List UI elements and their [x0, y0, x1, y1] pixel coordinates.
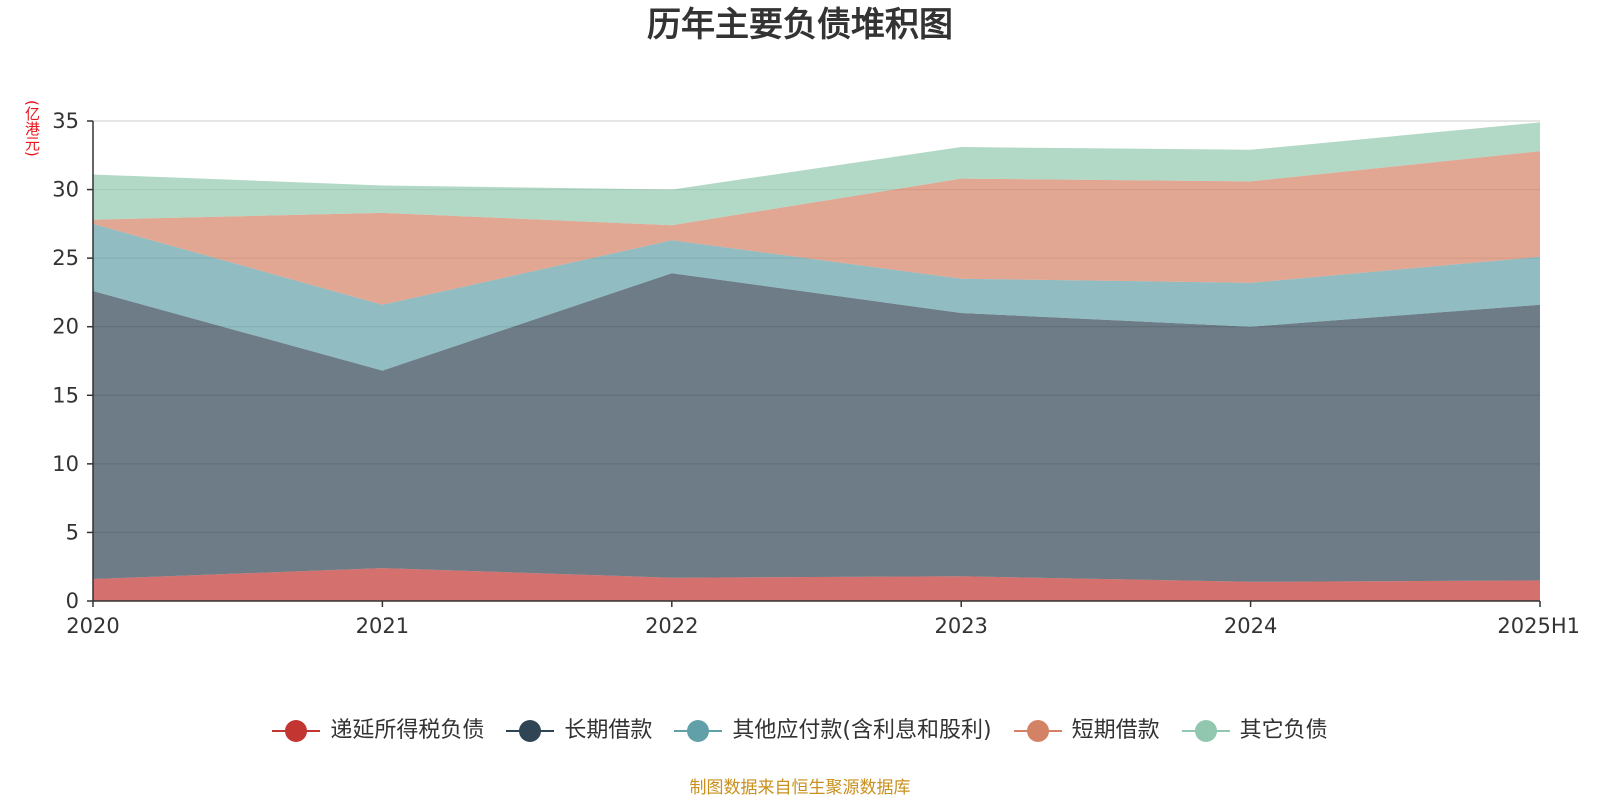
y-tick-label: 15: [52, 383, 79, 407]
y-tick-label: 10: [52, 452, 79, 476]
legend-label: 其他应付款(含利息和股利): [732, 718, 992, 743]
chart-legend: 递延所得税负债 长期借款 其他应付款(含利息和股利) 短期借款 其它负债: [0, 718, 1600, 744]
legend-label: 其它负债: [1239, 718, 1328, 743]
legend-dot-icon: [1194, 720, 1217, 742]
legend-dot-icon: [285, 720, 308, 742]
legend-marker-icon: [272, 718, 321, 744]
x-tick-label: 2022: [645, 614, 698, 638]
y-tick-label: 5: [66, 520, 79, 544]
legend-item[interactable]: 短期借款: [1013, 718, 1160, 744]
legend-marker-icon: [506, 718, 555, 744]
source-note: 制图数据来自恒生聚源数据库: [689, 778, 911, 798]
x-tick-label: 2020: [66, 614, 119, 638]
y-axis-unit-label: (亿港元): [23, 100, 41, 157]
legend-marker-icon: [1013, 718, 1062, 744]
legend-label: 短期借款: [1071, 718, 1160, 743]
legend-dot-icon: [687, 720, 710, 742]
y-tick-label: 20: [52, 315, 79, 339]
area-series-3: [93, 151, 1540, 305]
area-series-4: [93, 122, 1540, 226]
x-tick-label: 2021: [356, 614, 409, 638]
area-series-0: [93, 568, 1540, 601]
y-tick-label: 30: [52, 178, 79, 202]
area-series-2: [93, 223, 1540, 371]
legend-item[interactable]: 其它负债: [1181, 718, 1328, 744]
y-tick-label: 35: [52, 109, 79, 133]
chart-title: 历年主要负债堆积图: [647, 5, 953, 45]
legend-item[interactable]: 递延所得税负债: [272, 718, 484, 744]
legend-marker-icon: [1181, 718, 1230, 744]
y-tick-label: 25: [52, 246, 79, 270]
legend-dot-icon: [1026, 720, 1049, 742]
legend-label: 长期借款: [564, 718, 653, 743]
x-tick-label: 2024: [1224, 614, 1277, 638]
x-tick-label: 2025H1: [1497, 614, 1580, 638]
x-tick-label: 2023: [934, 614, 987, 638]
legend-dot-icon: [519, 720, 542, 742]
legend-label: 递延所得税负债: [330, 718, 485, 743]
legend-marker-icon: [674, 718, 723, 744]
legend-item[interactable]: 长期借款: [506, 718, 652, 744]
legend-item[interactable]: 其他应付款(含利息和股利): [674, 718, 992, 744]
y-tick-label: 0: [66, 589, 79, 613]
area-series-1: [93, 273, 1540, 582]
